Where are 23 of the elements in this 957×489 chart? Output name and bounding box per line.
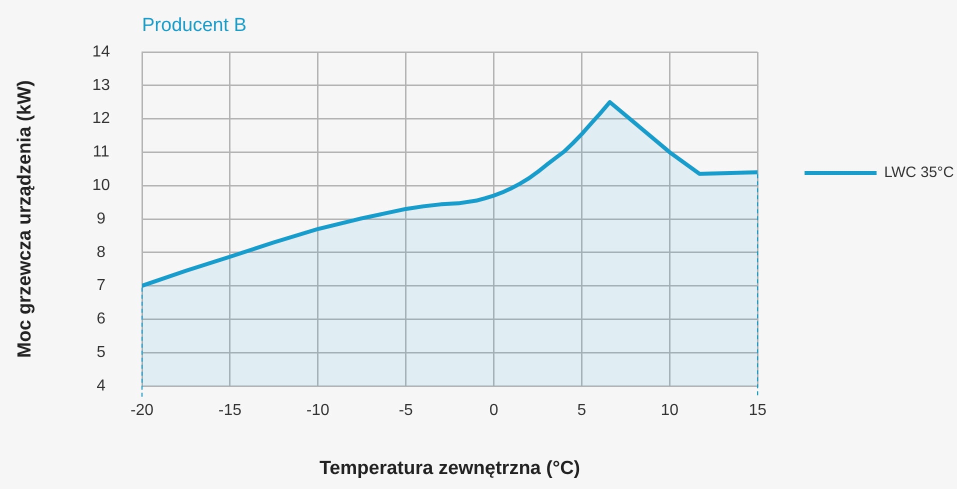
- x-tick-label: -15: [218, 402, 242, 420]
- x-tick-label: 10: [660, 402, 679, 420]
- x-tick-label: -5: [398, 402, 414, 420]
- x-tick-label: 5: [577, 402, 586, 420]
- x-tick-label: 15: [748, 402, 767, 420]
- x-axis-title: Temperatura zewnętrzna (°C): [319, 458, 580, 479]
- y-tick-label: 13: [92, 76, 110, 94]
- chart-title: Producent B: [142, 14, 247, 38]
- y-tick-label: 12: [92, 110, 110, 128]
- legend-label: LWC 35°C: [884, 164, 954, 182]
- x-tick-label: -10: [306, 402, 330, 420]
- y-tick-label: 5: [96, 344, 106, 362]
- y-tick-label: 10: [92, 177, 110, 194]
- x-tick-label: 0: [489, 402, 498, 420]
- y-axis-title: Moc grzewcza urządzenia (kW): [14, 80, 36, 358]
- y-tick-label: 6: [96, 310, 106, 328]
- y-tick-label: 4: [96, 377, 106, 394]
- y-tick-label: 11: [92, 144, 110, 161]
- y-tick-label: 8: [96, 244, 106, 261]
- y-tick-label: 7: [96, 277, 106, 294]
- y-tick-label: 14: [92, 43, 110, 60]
- y-tick-label: 9: [96, 210, 106, 228]
- x-tick-label: -20: [130, 402, 154, 420]
